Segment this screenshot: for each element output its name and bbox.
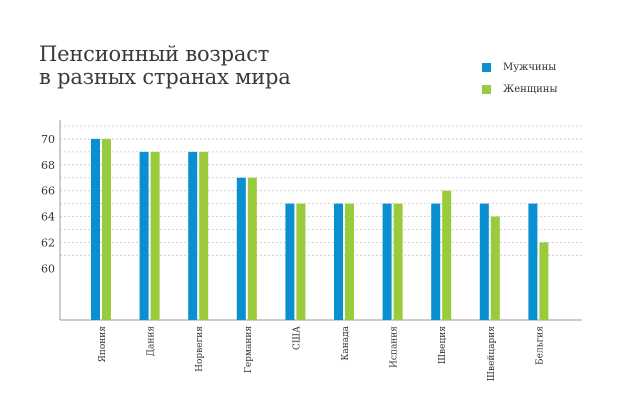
chart-title: Пенсионный возраст в разных странах мира xyxy=(39,43,291,89)
bar-women xyxy=(102,138,111,320)
y-tick-label: 60 xyxy=(41,262,55,275)
bar-women xyxy=(345,203,354,320)
bar-men xyxy=(479,203,489,320)
bar-women xyxy=(296,203,306,320)
x-tick-label: Канада xyxy=(341,325,351,360)
bar-women xyxy=(393,203,403,320)
y-tick-label: 62 xyxy=(41,236,55,249)
x-tick-label: Бельгия xyxy=(535,326,545,365)
legend-item-women: Женщины xyxy=(482,78,557,100)
bar-men xyxy=(188,151,198,320)
x-tick-label: Германия xyxy=(244,326,254,373)
bar-men xyxy=(334,203,343,320)
chart-title-line-2: в разных странах мира xyxy=(39,65,291,89)
bar-women xyxy=(150,151,160,320)
legend-label-women: Женщины xyxy=(503,83,558,95)
bar-men xyxy=(528,203,538,320)
x-tick-label: Дания xyxy=(147,326,157,357)
x-tick-label: Япония xyxy=(98,326,108,363)
legend-item-men: Мужчины xyxy=(482,56,557,78)
y-tick-label: 66 xyxy=(41,185,55,198)
bar-men xyxy=(139,151,149,320)
bar-men xyxy=(236,177,246,320)
y-tick-label: 68 xyxy=(41,159,55,172)
y-tick-label: 70 xyxy=(41,133,55,146)
bar-women xyxy=(247,177,257,320)
bar-men xyxy=(431,203,441,320)
legend-swatch-men xyxy=(482,62,491,72)
bar-women xyxy=(490,216,500,320)
y-tick-label: 64 xyxy=(41,211,55,224)
x-tick-label: Швейцария xyxy=(487,326,497,382)
bar-men xyxy=(285,203,295,320)
bar-men xyxy=(91,138,100,320)
bar-women xyxy=(199,151,209,320)
legend-swatch-women xyxy=(482,84,491,94)
x-tick-label: Швеция xyxy=(438,326,448,364)
x-tick-label: Норвегия xyxy=(195,326,205,372)
bar-women xyxy=(539,242,549,320)
x-tick-label: США xyxy=(292,326,302,350)
legend: Мужчины Женщины xyxy=(482,56,557,100)
chart-title-line-1: Пенсионный возраст xyxy=(39,42,270,66)
legend-label-men: Мужчины xyxy=(503,61,557,73)
x-tick-label: Испания xyxy=(390,326,400,368)
bar-women xyxy=(442,190,452,320)
bar-men xyxy=(382,203,392,320)
